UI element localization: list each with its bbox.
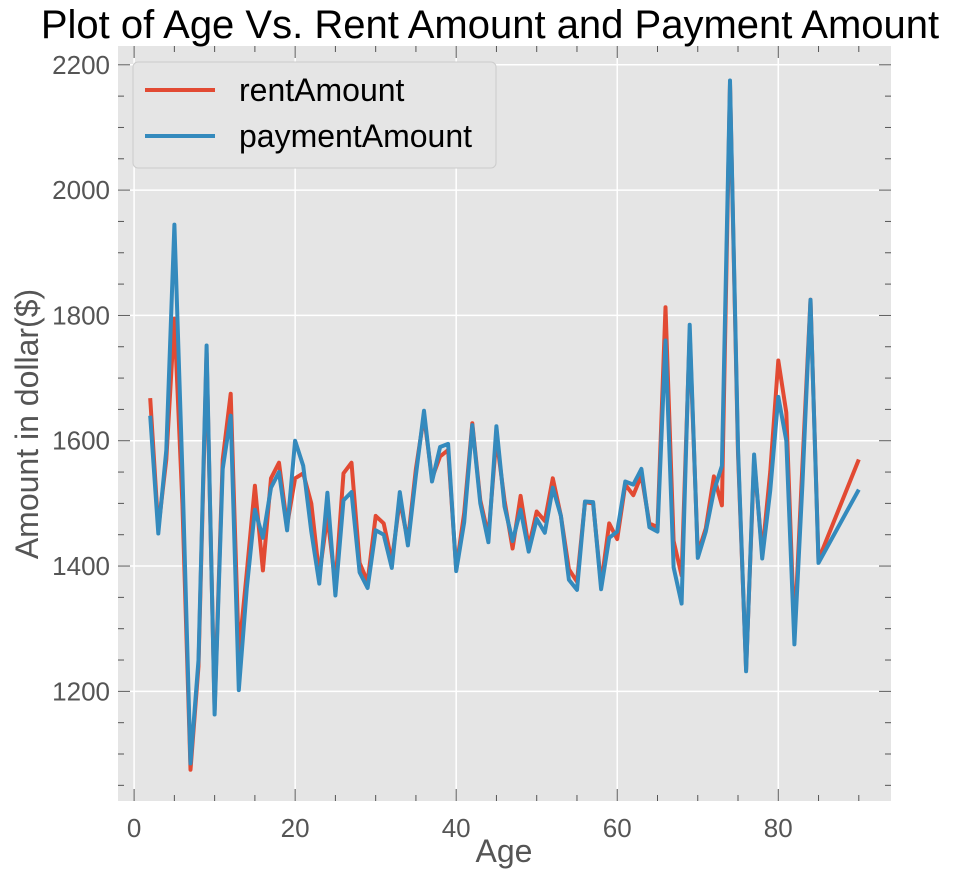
legend-label-payment: paymentAmount (239, 118, 472, 154)
x-tick-label: 40 (442, 813, 471, 843)
series-layer (148, 78, 861, 772)
series-line-paymentAmount (148, 78, 861, 766)
y-tick-label: 2000 (52, 175, 110, 205)
x-tick-labels: 0 20 40 60 80 (127, 813, 793, 843)
chart-title: Plot of Age Vs. Rent Amount and Payment … (41, 3, 939, 47)
x-tick-label: 20 (281, 813, 310, 843)
x-tick-label: 0 (127, 813, 141, 843)
legend-label-rent: rentAmount (239, 72, 405, 108)
grid-lines (118, 46, 891, 801)
y-tick-label: 1600 (52, 426, 110, 456)
plot-area (118, 46, 891, 801)
x-tick-label: 60 (603, 813, 632, 843)
legend: rentAmount paymentAmount (132, 61, 497, 169)
y-tick-label: 1800 (52, 300, 110, 330)
x-tick-label: 80 (764, 813, 793, 843)
minor-ticks (118, 46, 891, 801)
y-tick-label: 1200 (52, 676, 110, 706)
x-axis-label: Age (476, 833, 533, 869)
legend-box (132, 61, 497, 169)
y-axis-label: Amount in dollar($) (9, 289, 45, 559)
y-tick-label: 1400 (52, 551, 110, 581)
y-tick-label: 2200 (52, 50, 110, 80)
y-tick-labels: 1200 1400 1600 1800 2000 2200 (52, 50, 110, 707)
